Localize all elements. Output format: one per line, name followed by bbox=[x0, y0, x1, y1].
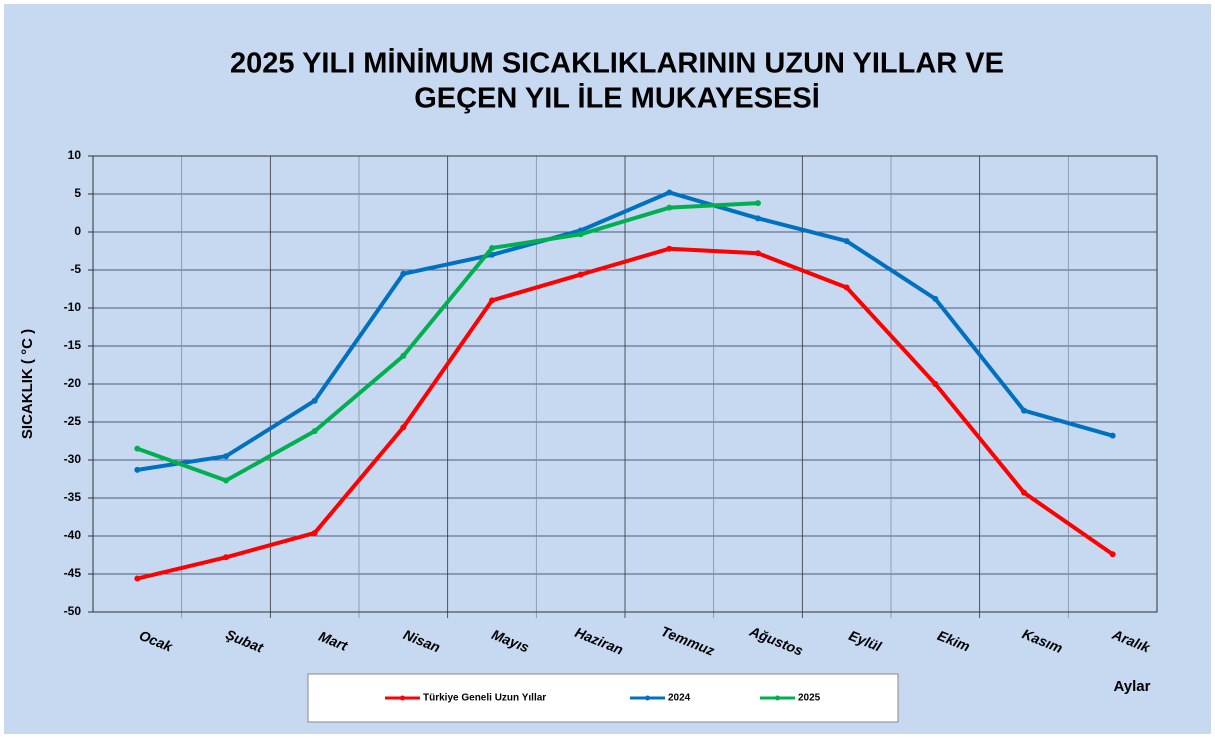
chart-title: GEÇEN YIL İLE MUKAYESESİ bbox=[414, 83, 820, 115]
legend-marker bbox=[775, 696, 780, 701]
data-point bbox=[312, 530, 318, 536]
y-tick-label: -20 bbox=[64, 376, 82, 390]
y-tick-label: -45 bbox=[64, 566, 82, 580]
y-tick-label: -5 bbox=[70, 262, 81, 276]
x-axis-label: Aylar bbox=[1114, 678, 1151, 695]
data-point bbox=[223, 554, 229, 560]
y-tick-label: 5 bbox=[74, 186, 81, 200]
data-point bbox=[134, 467, 140, 473]
data-point bbox=[1021, 490, 1027, 496]
y-tick-label: -50 bbox=[64, 604, 82, 618]
data-point bbox=[932, 381, 938, 387]
y-tick-label: -30 bbox=[64, 452, 82, 466]
y-tick-label: 0 bbox=[74, 224, 81, 238]
data-point bbox=[666, 205, 672, 211]
data-point bbox=[1110, 433, 1116, 439]
data-point bbox=[666, 246, 672, 252]
data-point bbox=[134, 446, 140, 452]
data-point bbox=[844, 238, 850, 244]
data-point bbox=[755, 250, 761, 256]
page: 2025 YILI MİNİMUM SICAKLIKLARININ UZUN Y… bbox=[0, 0, 1215, 738]
y-tick-label: -35 bbox=[64, 490, 82, 504]
y-tick-label: -10 bbox=[64, 300, 82, 314]
data-point bbox=[134, 576, 140, 582]
data-point bbox=[489, 245, 495, 251]
legend-label: 2024 bbox=[668, 693, 691, 704]
chart: 2025 YILI MİNİMUM SICAKLIKLARININ UZUN Y… bbox=[0, 0, 1215, 738]
data-point bbox=[755, 215, 761, 221]
data-point bbox=[223, 478, 229, 484]
data-point bbox=[223, 453, 229, 459]
data-point bbox=[578, 272, 584, 278]
data-point bbox=[400, 353, 406, 359]
data-point bbox=[312, 398, 318, 404]
legend-label: 2025 bbox=[798, 693, 821, 704]
data-point bbox=[400, 271, 406, 277]
legend-label: Türkiye Geneli Uzun Yıllar bbox=[423, 693, 546, 704]
data-point bbox=[1110, 551, 1116, 557]
data-point bbox=[312, 428, 318, 434]
y-tick-label: -15 bbox=[64, 338, 82, 352]
chart-title: 2025 YILI MİNİMUM SICAKLIKLARININ UZUN Y… bbox=[230, 48, 1004, 80]
y-tick-label: -40 bbox=[64, 528, 82, 542]
data-point bbox=[400, 424, 406, 430]
data-point bbox=[578, 231, 584, 237]
y-tick-label: -25 bbox=[64, 414, 82, 428]
data-point bbox=[755, 200, 761, 206]
legend-marker bbox=[400, 696, 405, 701]
data-point bbox=[844, 284, 850, 290]
data-point bbox=[489, 297, 495, 303]
data-point bbox=[932, 296, 938, 302]
data-point bbox=[1021, 408, 1027, 414]
y-tick-label: 10 bbox=[68, 148, 82, 162]
legend-marker bbox=[645, 696, 650, 701]
data-point bbox=[666, 189, 672, 195]
y-axis-label: SICAKLIK ( °C ) bbox=[19, 329, 36, 439]
